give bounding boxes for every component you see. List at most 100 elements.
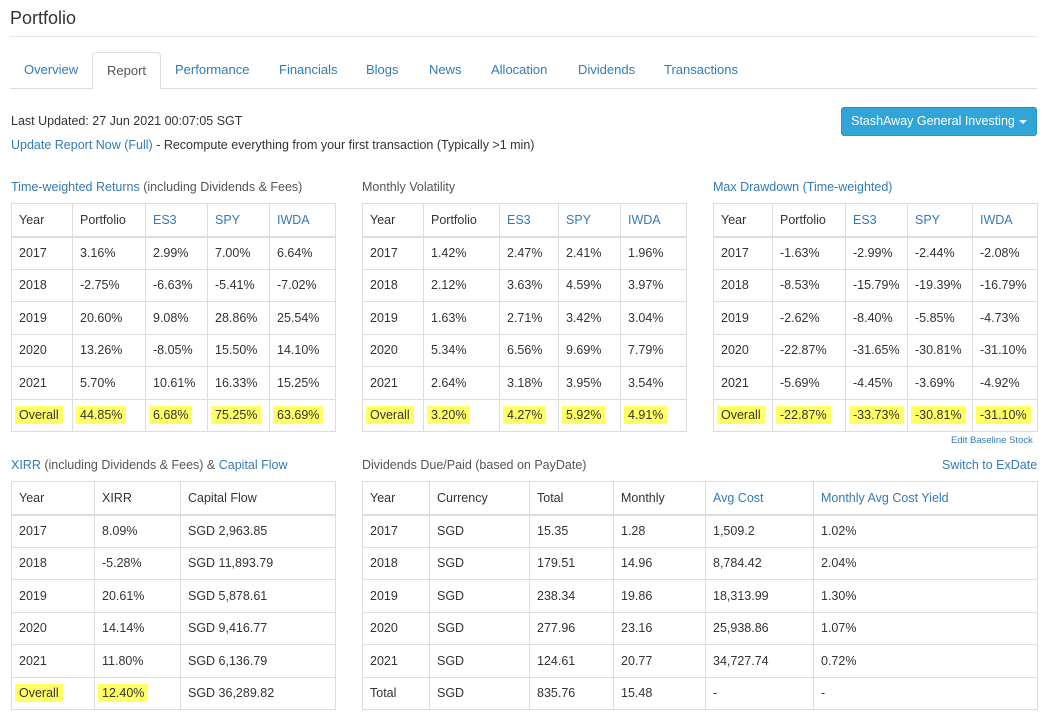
dividends-header-4[interactable]: Avg Cost <box>705 481 814 516</box>
highlighted-value: 44.85% <box>76 406 127 425</box>
dividends-cell: 20.77 <box>613 644 706 678</box>
overall-row: Overall 44.85% 6.68% 75.25% 63.69% <box>11 398 336 432</box>
switch-to-exdate-link[interactable]: Switch to ExDate <box>942 458 1038 472</box>
dividends-table: Year Currency Total Monthly Avg Cost Monthly … <box>362 481 1038 710</box>
dividends-summary-cell: SGD <box>429 676 530 710</box>
volatility-cell: 3.97% <box>620 268 687 302</box>
drawdown-summary-cell: -22.87% <box>772 398 846 432</box>
drawdown-cell: -19.39% <box>907 268 973 302</box>
tab-performance[interactable]: Performance <box>175 62 250 77</box>
table-row: 2021 -5.69% -4.45% -3.69% -4.92% <box>713 366 1038 400</box>
volatility-header-1: Portfolio <box>423 203 500 238</box>
highlighted-value: -30.81% <box>911 406 966 425</box>
volatility-cell: 2017 <box>362 236 424 270</box>
table-row: 2019 SGD 238.34 19.86 18,313.99 1.30% <box>362 579 1038 613</box>
xirr-cell: 2021 <box>11 644 95 678</box>
twr-summary-cell: 6.68% <box>145 398 208 432</box>
xirr-header-2: Capital Flow <box>180 481 336 516</box>
twr-header-4[interactable]: IWDA <box>269 203 336 238</box>
tab-news[interactable]: News <box>429 62 462 77</box>
twr-title-link[interactable]: Time-weighted Returns <box>11 180 140 194</box>
dividends-header-1: Currency <box>429 481 530 516</box>
volatility-cell: 2018 <box>362 268 424 302</box>
volatility-header-2[interactable]: ES3 <box>499 203 559 238</box>
drawdown-header-0: Year <box>713 203 773 238</box>
highlighted-value: 6.68% <box>149 406 193 425</box>
volatility-header-0: Year <box>362 203 424 238</box>
xirr-cell: SGD 6,136.79 <box>180 644 336 678</box>
twr-cell: -7.02% <box>269 268 336 302</box>
tab-allocation[interactable]: Allocation <box>491 62 548 77</box>
twr-cell: 2018 <box>11 268 73 302</box>
dividends-summary-cell: - <box>813 676 1038 710</box>
twr-cell: 3.16% <box>72 236 146 270</box>
table-row: 2018 -5.28% SGD 11,893.79 <box>11 546 336 580</box>
dividends-header-2: Total <box>529 481 614 516</box>
tab-financials[interactable]: Financials <box>279 62 338 77</box>
tab-report[interactable]: Report <box>92 52 162 90</box>
capital-flow-link[interactable]: Capital Flow <box>218 458 288 472</box>
volatility-header-3[interactable]: SPY <box>558 203 621 238</box>
volatility-summary-cell: 3.20% <box>423 398 500 432</box>
overall-row: Overall 3.20% 4.27% 5.92% 4.91% <box>362 398 687 432</box>
volatility-cell: 2021 <box>362 366 424 400</box>
tab-transactions[interactable]: Transactions <box>664 62 738 77</box>
volatility-cell: 7.79% <box>620 333 687 367</box>
drawdown-cell: -4.92% <box>972 366 1038 400</box>
volatility-cell: 1.96% <box>620 236 687 270</box>
dividends-summary-cell: Total <box>362 676 430 710</box>
highlighted-value: Overall <box>15 684 63 703</box>
volatility-cell: 2.64% <box>423 366 500 400</box>
twr-cell: 15.50% <box>207 333 270 367</box>
tab-bar: Overview Report Performance Financials B… <box>10 52 1037 90</box>
highlighted-value: 63.69% <box>273 406 324 425</box>
twr-table: Year Portfolio ES3 SPY IWDA 2017 3.16% 2.99% 7.0… <box>11 203 336 432</box>
drawdown-cell: -2.44% <box>907 236 973 270</box>
drawdown-cell: 2020 <box>713 333 773 367</box>
dividends-cell: SGD <box>429 611 530 645</box>
twr-cell: 2017 <box>11 236 73 270</box>
highlighted-value: 12.40% <box>98 684 149 703</box>
volatility-cell: 2.71% <box>499 301 559 335</box>
drawdown-cell: -2.08% <box>972 236 1038 270</box>
update-report-link[interactable]: Update Report Now (Full) <box>11 138 153 152</box>
dividends-cell: 1.30% <box>813 579 1038 613</box>
account-selector-button[interactable]: StashAway General Investing <box>841 107 1037 136</box>
dividends-cell: 2017 <box>362 514 430 548</box>
table-row: 2021 2.64% 3.18% 3.95% 3.54% <box>362 366 687 400</box>
volatility-cell: 3.42% <box>558 301 621 335</box>
dividends-cell: 23.16 <box>613 611 706 645</box>
twr-header-2[interactable]: ES3 <box>145 203 208 238</box>
title-divider <box>10 36 1037 37</box>
twr-cell: 10.61% <box>145 366 208 400</box>
dividends-cell: 34,727.74 <box>705 644 814 678</box>
drawdown-header-1: Portfolio <box>772 203 846 238</box>
tab-overview[interactable]: Overview <box>24 62 79 77</box>
last-updated-text: Last Updated: 27 Jun 2021 00:07:05 SGT <box>11 114 243 128</box>
drawdown-header-4[interactable]: IWDA <box>972 203 1038 238</box>
twr-header-3[interactable]: SPY <box>207 203 270 238</box>
drawdown-cell: -31.65% <box>845 333 908 367</box>
drawdown-table: Year Portfolio ES3 SPY IWDA 2017 -1.63% -2.99% -… <box>713 203 1038 432</box>
tab-dividends[interactable]: Dividends <box>578 62 636 77</box>
drawdown-header-2[interactable]: ES3 <box>845 203 908 238</box>
xirr-cell: SGD 9,416.77 <box>180 611 336 645</box>
volatility-header-4[interactable]: IWDA <box>620 203 687 238</box>
drawdown-cell: -5.85% <box>907 301 973 335</box>
drawdown-cell: 2017 <box>713 236 773 270</box>
drawdown-header-3[interactable]: SPY <box>907 203 973 238</box>
table-row: 2017 -1.63% -2.99% -2.44% -2.08% <box>713 236 1038 270</box>
edit-baseline-stock-link[interactable]: Edit Baseline Stock <box>951 435 1033 446</box>
xirr-title-link[interactable]: XIRR <box>11 458 41 472</box>
table-row: 2018 SGD 179.51 14.96 8,784.42 2.04% <box>362 546 1038 580</box>
volatility-cell: 1.63% <box>423 301 500 335</box>
drawdown-cell: -3.69% <box>907 366 973 400</box>
xirr-summary-cell: 12.40% <box>94 676 181 710</box>
drawdown-cell: -31.10% <box>972 333 1038 367</box>
tab-blogs[interactable]: Blogs <box>366 62 399 77</box>
dividends-header-5[interactable]: Monthly Avg Cost Yield <box>813 481 1038 516</box>
xirr-cell: 2017 <box>11 514 95 548</box>
dividends-summary-cell: 15.48 <box>613 676 706 710</box>
drawdown-title-link[interactable]: Max Drawdown (Time-weighted) <box>713 180 893 194</box>
table-row: 2021 SGD 124.61 20.77 34,727.74 0.72% <box>362 644 1038 678</box>
